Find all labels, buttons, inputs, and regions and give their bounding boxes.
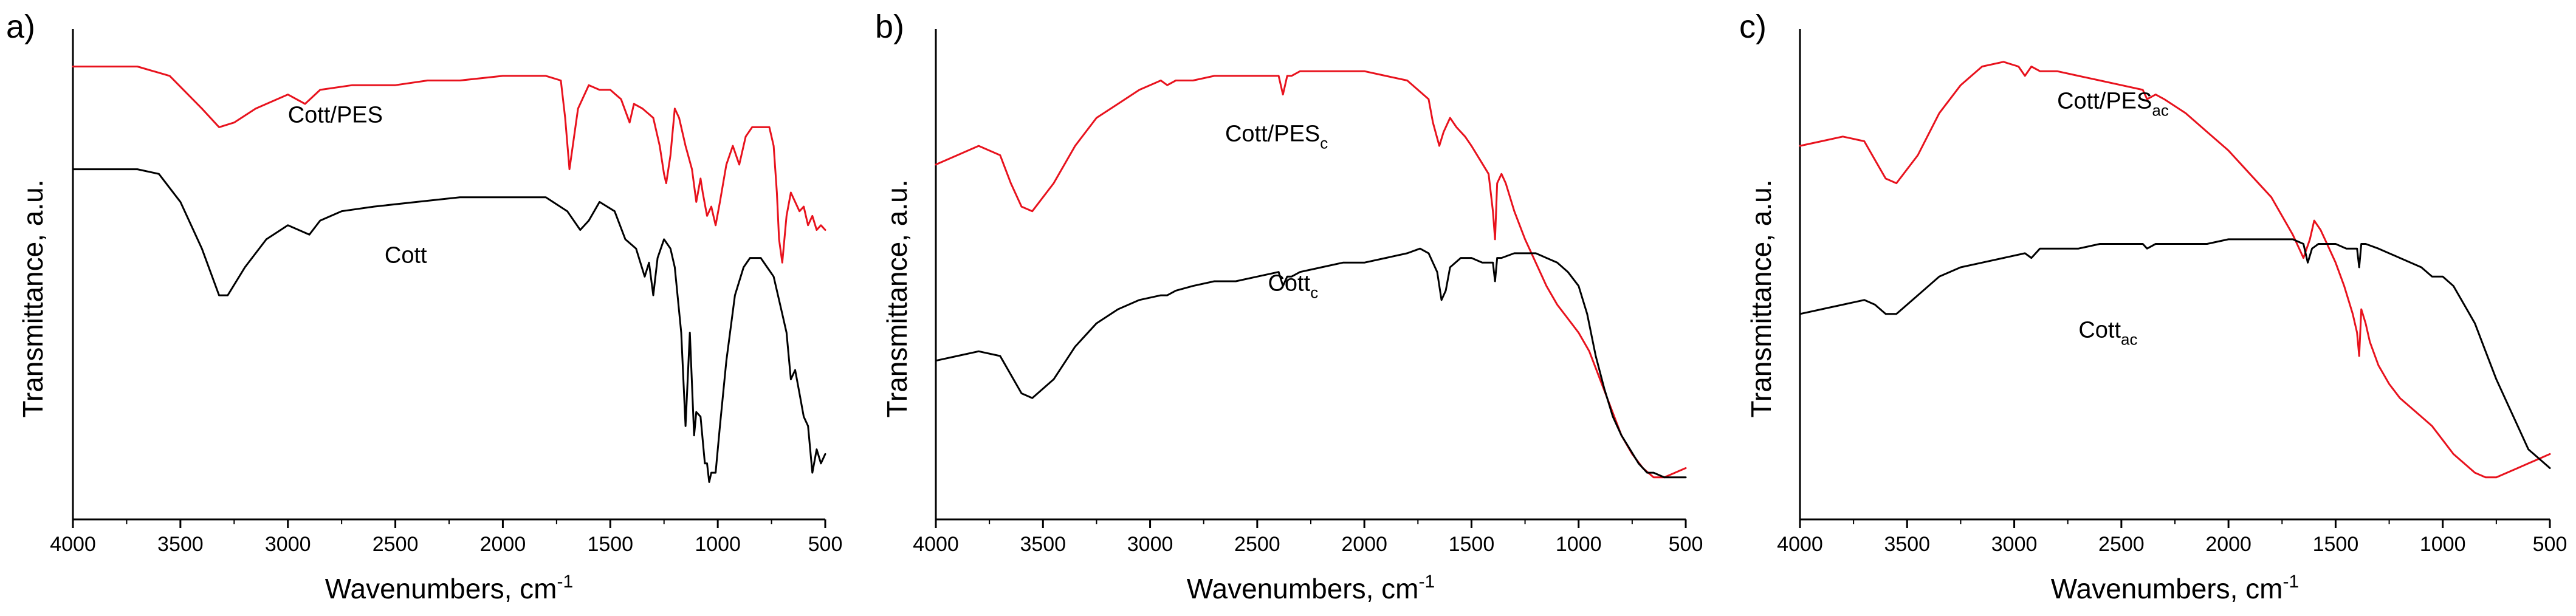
panel-label: b) — [875, 9, 904, 45]
series-label-main: Cott — [2078, 317, 2121, 343]
x-axis-title-superscript: -1 — [1419, 572, 1435, 592]
panel-2: 4000 3500 3000 2500 2000 1500 1000 500 Wavenumbe… — [875, 9, 1703, 604]
series-label-subscript: c — [1310, 283, 1318, 301]
panel-1: 4000 3500 3000 2500 2000 1500 1000 500 Wavenumbe… — [6, 9, 842, 604]
x-tick-label: 500 — [808, 533, 843, 556]
y-axis-title: Transmittance, a.u. — [17, 179, 49, 417]
x-tick-label: 500 — [1669, 533, 1703, 556]
series-label: Cott/PES — [288, 103, 383, 128]
x-axis-title-superscript: -1 — [557, 572, 574, 592]
x-tick-label: 1000 — [2420, 533, 2466, 556]
x-tick-label: 1500 — [2313, 533, 2359, 556]
panel-label: a) — [6, 9, 35, 45]
series-label: Cott — [385, 242, 427, 268]
x-tick-label: 2500 — [1234, 533, 1280, 556]
series-line-cott-pes-ac — [1799, 61, 2551, 479]
x-tick-label: 3500 — [1020, 533, 1066, 556]
x-tick-label: 4000 — [913, 533, 959, 556]
x-tick-label: 1000 — [695, 533, 741, 556]
series-line-cott-pes-c — [935, 70, 1687, 479]
y-axis-title: Transmittance, a.u. — [881, 179, 913, 417]
series-label-main: Cott/PES — [2057, 89, 2152, 114]
series-label-subscript: c — [1320, 134, 1328, 152]
series-line-cott-ac — [1799, 238, 2551, 469]
series-label: Cottc — [1268, 270, 1318, 301]
x-axis-title-superscript: -1 — [2283, 572, 2300, 592]
x-tick-label: 1500 — [587, 533, 633, 556]
x-tick-label: 2500 — [2098, 533, 2145, 556]
x-tick-label: 3500 — [157, 533, 204, 556]
x-tick-label: 4000 — [50, 533, 96, 556]
panel-label: c) — [1739, 9, 1767, 45]
series-label-main: Cott — [385, 242, 427, 268]
x-tick-label: 2000 — [2205, 533, 2251, 556]
x-tick-label: 3500 — [1884, 533, 1930, 556]
x-axis-title-text: Wavenumbers, cm — [2051, 573, 2283, 604]
series-label-main: Cott — [1268, 270, 1310, 296]
x-tick-label: 3000 — [1991, 533, 2038, 556]
series-label: Cottac — [2078, 317, 2137, 348]
x-axis-title-text: Wavenumbers, cm — [325, 573, 557, 604]
series-line-cott-pes — [72, 66, 826, 264]
x-tick-label: 2000 — [480, 533, 526, 556]
series-label-subscript: ac — [2152, 101, 2168, 120]
x-tick-label: 4000 — [1777, 533, 1823, 556]
panel-3: 4000 3500 3000 2500 2000 1500 1000 500 Wavenumbe… — [1739, 9, 2567, 604]
x-tick-label: 2000 — [1341, 533, 1387, 556]
x-axis-title: Wavenumbers, cm-1 — [1187, 572, 1435, 604]
x-tick-label: 3000 — [265, 533, 311, 556]
x-axis-title-text: Wavenumbers, cm — [1187, 573, 1419, 604]
series-label: Cott/PESac — [2057, 89, 2169, 120]
series-line-cott — [72, 168, 826, 483]
x-tick-label: 1000 — [1556, 533, 1602, 556]
y-axis-title: Transmittance, a.u. — [1745, 179, 1777, 417]
series-label-main: Cott/PES — [1225, 121, 1320, 146]
series-label: Cott/PESc — [1225, 121, 1328, 152]
x-tick-label: 1500 — [1449, 533, 1495, 556]
series-label-subscript: ac — [2121, 330, 2137, 348]
series-label-main: Cott/PES — [288, 103, 383, 128]
x-axis-title: Wavenumbers, cm-1 — [2051, 572, 2299, 604]
series-line-cott-c — [935, 247, 1687, 479]
x-axis-title: Wavenumbers, cm-1 — [325, 572, 573, 604]
x-tick-label: 3000 — [1127, 533, 1173, 556]
x-tick-label: 2500 — [373, 533, 419, 556]
x-tick-label: 500 — [2533, 533, 2567, 556]
